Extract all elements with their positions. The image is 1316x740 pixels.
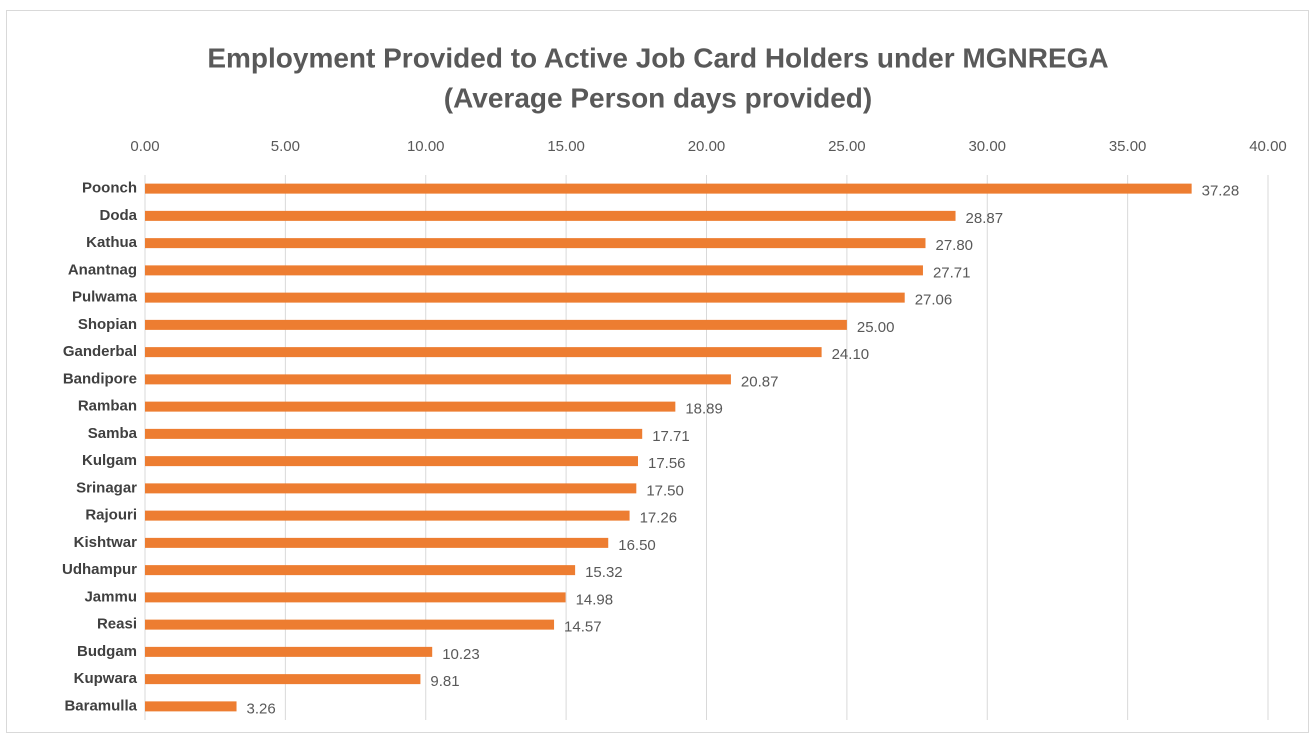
- data-label: 17.56: [648, 455, 686, 472]
- category-label: Srinagar: [76, 479, 137, 496]
- x-tick-label: 5.00: [271, 138, 300, 155]
- bar: [145, 319, 847, 330]
- category-label: Jammu: [84, 588, 137, 605]
- bar: [145, 674, 421, 685]
- bar: [145, 592, 566, 603]
- category-label: Kulgam: [82, 452, 137, 469]
- x-tick-label: 10.00: [407, 138, 445, 155]
- bar: [145, 292, 905, 303]
- bar: [145, 374, 731, 385]
- bar: [145, 510, 630, 521]
- x-tick-label: 20.00: [688, 138, 726, 155]
- category-label: Ramban: [78, 398, 137, 415]
- data-label: 17.26: [640, 510, 678, 527]
- bar: [145, 701, 237, 712]
- category-label: Doda: [100, 207, 138, 224]
- category-label: Anantnag: [68, 261, 137, 278]
- category-label: Shopian: [78, 316, 137, 333]
- x-tick-label: 25.00: [828, 138, 866, 155]
- category-label: Kathua: [86, 234, 137, 251]
- data-label: 16.50: [618, 537, 656, 554]
- x-tick-label: 0.00: [130, 138, 159, 155]
- category-label: Pulwama: [72, 289, 138, 306]
- category-label: Kupwara: [74, 670, 138, 687]
- data-label: 3.26: [247, 700, 276, 717]
- category-label: Samba: [88, 425, 138, 442]
- chart-subtitle: (Average Person days provided): [444, 82, 872, 113]
- bar: [145, 265, 923, 276]
- bar: [145, 483, 637, 494]
- data-label: 15.32: [585, 564, 623, 581]
- data-label: 14.57: [564, 619, 602, 636]
- bar: [145, 210, 956, 221]
- x-tick-label: 35.00: [1109, 138, 1147, 155]
- bar: [145, 183, 1192, 194]
- data-label: 24.10: [832, 346, 870, 363]
- x-tick-label: 30.00: [968, 138, 1006, 155]
- chart-title: Employment Provided to Active Job Card H…: [207, 42, 1108, 73]
- data-label: 27.71: [933, 264, 971, 281]
- category-label: Udhampur: [62, 561, 137, 578]
- data-label: 18.89: [685, 401, 723, 418]
- data-label: 25.00: [857, 319, 895, 336]
- data-label: 17.71: [652, 428, 690, 445]
- bar: [145, 456, 638, 467]
- bar: [145, 428, 643, 439]
- bar: [145, 646, 433, 657]
- x-tick-label: 40.00: [1249, 138, 1287, 155]
- chart-border: [6, 10, 1309, 733]
- category-label: Rajouri: [85, 507, 137, 524]
- bar: [145, 537, 609, 548]
- bar: [145, 347, 822, 358]
- category-label: Bandipore: [63, 370, 137, 387]
- data-label: 27.06: [915, 292, 953, 309]
- category-label: Kishtwar: [74, 534, 138, 551]
- category-label: Ganderbal: [63, 343, 137, 360]
- data-label: 17.50: [646, 482, 684, 499]
- bar: [145, 401, 676, 412]
- data-label: 14.98: [576, 591, 614, 608]
- data-label: 27.80: [935, 237, 973, 254]
- data-label: 28.87: [966, 210, 1004, 227]
- category-label: Reasi: [97, 616, 137, 633]
- data-label: 20.87: [741, 373, 779, 390]
- data-label: 10.23: [442, 646, 480, 663]
- bar: [145, 619, 555, 630]
- x-tick-label: 15.00: [547, 138, 585, 155]
- bar: [145, 238, 926, 249]
- category-label: Budgam: [77, 643, 137, 660]
- data-label: 37.28: [1202, 183, 1240, 200]
- bar: [145, 565, 576, 576]
- category-label: Poonch: [82, 180, 137, 197]
- data-label: 9.81: [430, 673, 459, 690]
- category-label: Baramulla: [64, 697, 137, 714]
